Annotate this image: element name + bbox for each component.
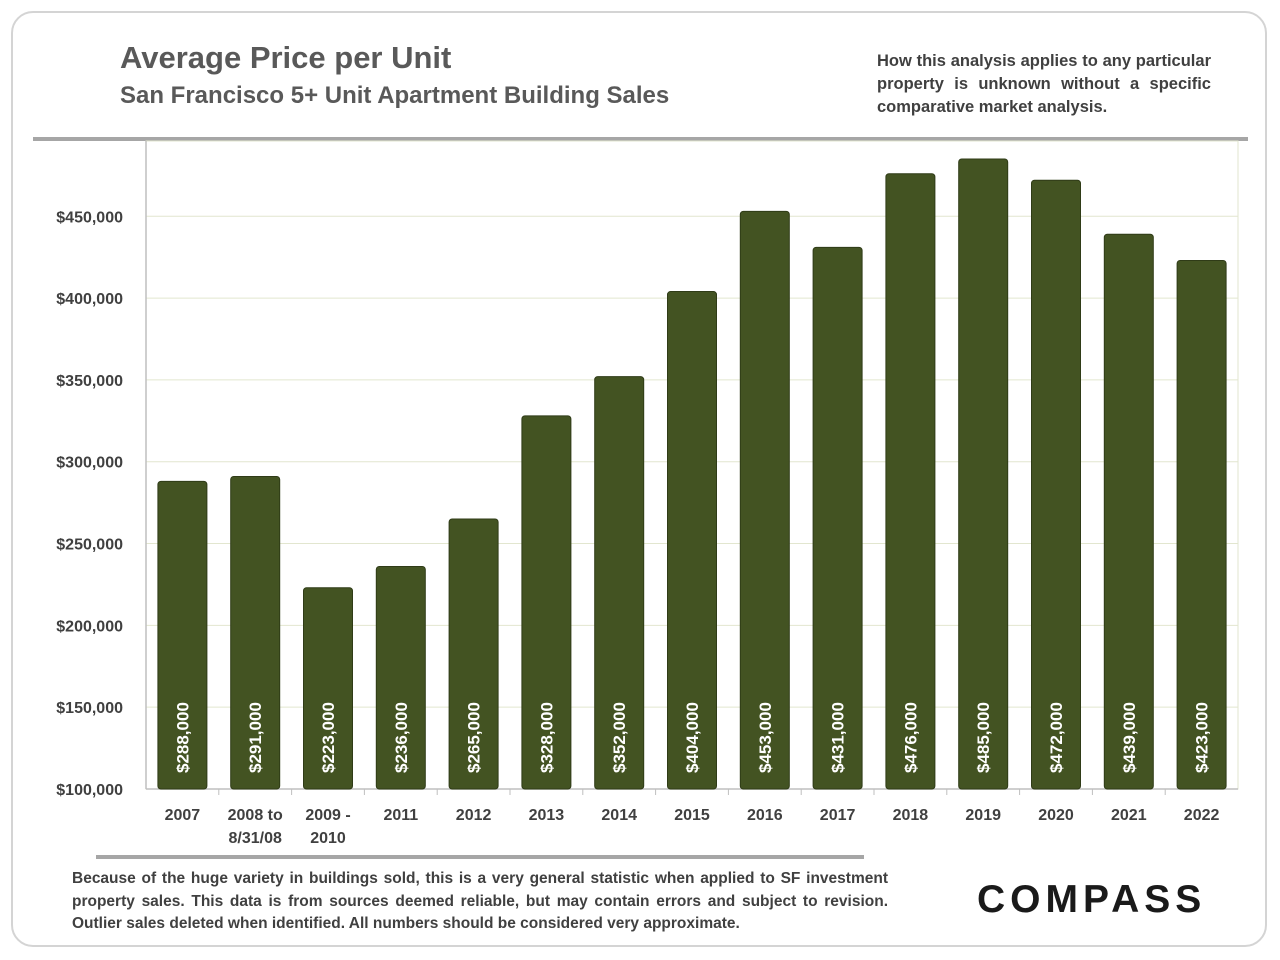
data-label: $472,000 bbox=[1047, 702, 1066, 773]
bar bbox=[812, 246, 863, 790]
x-tick-label: 8/31/08 bbox=[229, 830, 282, 847]
bar bbox=[375, 565, 426, 790]
data-label: $236,000 bbox=[392, 702, 411, 773]
y-tick-label: $350,000 bbox=[56, 373, 123, 390]
data-label: $404,000 bbox=[683, 702, 702, 773]
data-label: $453,000 bbox=[756, 702, 775, 773]
bar bbox=[958, 158, 1009, 790]
disclaimer-text: Because of the huge variety in buildings… bbox=[72, 870, 888, 932]
x-tick-label: 2011 bbox=[383, 807, 418, 824]
x-tick-label: 2015 bbox=[674, 807, 710, 824]
y-tick-label: $100,000 bbox=[56, 782, 123, 799]
bar bbox=[230, 475, 281, 790]
data-label: $288,000 bbox=[173, 702, 192, 773]
data-label: $352,000 bbox=[610, 702, 629, 773]
bar bbox=[303, 587, 353, 790]
data-label: $476,000 bbox=[901, 702, 920, 773]
x-tick-label: 2007 bbox=[165, 807, 201, 824]
chart-title: Average Price per Unit bbox=[120, 40, 452, 75]
bar bbox=[1031, 179, 1081, 790]
compass-logo: COMPASS bbox=[977, 878, 1207, 921]
bar bbox=[739, 210, 790, 790]
bar bbox=[1103, 233, 1154, 790]
footer-divider bbox=[96, 855, 864, 859]
x-tick-label: 2022 bbox=[1184, 807, 1220, 824]
x-tick-label: 2020 bbox=[1038, 807, 1074, 824]
y-tick-label: $250,000 bbox=[56, 537, 123, 554]
data-label: $439,000 bbox=[1120, 702, 1139, 773]
x-tick-label: 2010 bbox=[310, 830, 346, 847]
header-divider bbox=[33, 137, 1248, 141]
x-tick-label: 2014 bbox=[601, 807, 637, 824]
data-label: $223,000 bbox=[319, 702, 338, 773]
x-tick-label: 2019 bbox=[965, 807, 1001, 824]
bar bbox=[1176, 259, 1227, 790]
data-label: $485,000 bbox=[974, 702, 993, 773]
analysis-note: How this analysis applies to any particu… bbox=[877, 52, 1211, 116]
x-tick-label: 2017 bbox=[820, 807, 856, 824]
bar bbox=[885, 173, 936, 790]
y-tick-label: $300,000 bbox=[56, 455, 123, 472]
x-tick-label: 2009 - bbox=[305, 807, 350, 824]
x-tick-label: 2013 bbox=[529, 807, 565, 824]
y-tick-label: $200,000 bbox=[56, 618, 123, 635]
data-label: $291,000 bbox=[246, 702, 265, 773]
x-tick-label: 2012 bbox=[456, 807, 492, 824]
bar bbox=[157, 480, 208, 790]
data-label: $265,000 bbox=[465, 702, 484, 773]
data-label: $423,000 bbox=[1193, 702, 1212, 773]
y-tick-label: $150,000 bbox=[56, 700, 123, 717]
x-tick-label: 2018 bbox=[893, 807, 929, 824]
bar bbox=[448, 518, 499, 790]
bar bbox=[667, 291, 717, 790]
bar bbox=[594, 376, 645, 790]
y-tick-label: $400,000 bbox=[56, 291, 123, 308]
data-label: $328,000 bbox=[537, 702, 556, 773]
x-tick-label: 2021 bbox=[1111, 807, 1147, 824]
x-tick-label: 2016 bbox=[747, 807, 783, 824]
data-label: $431,000 bbox=[829, 702, 848, 773]
x-tick-label: 2008 to bbox=[228, 807, 283, 824]
chart-subtitle: San Francisco 5+ Unit Apartment Building… bbox=[120, 82, 670, 109]
bar bbox=[521, 415, 572, 790]
y-tick-label: $450,000 bbox=[56, 209, 123, 226]
